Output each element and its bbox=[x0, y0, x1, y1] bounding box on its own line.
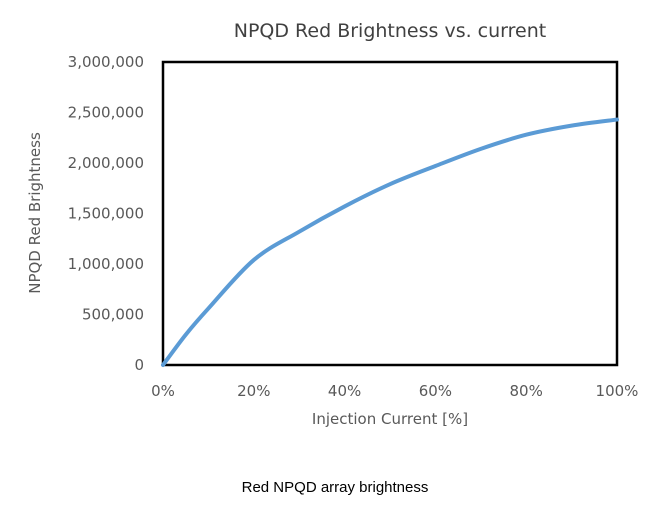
chart-svg: NPQD Red Brightness vs. current 0 500,000… bbox=[26, 20, 639, 428]
y-tick-label: 2,500,000 bbox=[68, 104, 144, 122]
x-tick-label: 0% bbox=[151, 382, 175, 400]
x-tick-label: 40% bbox=[328, 382, 361, 400]
y-axis-label: NPQD Red Brightness bbox=[26, 132, 44, 294]
x-tick-label: 60% bbox=[419, 382, 452, 400]
plot-frame bbox=[161, 60, 619, 367]
series-line bbox=[161, 117, 619, 367]
figure-caption: Red NPQD array brightness bbox=[241, 479, 429, 496]
y-tick-label: 0 bbox=[134, 356, 144, 374]
y-tick-label: 1,000,000 bbox=[68, 255, 144, 273]
x-tick-label: 20% bbox=[237, 382, 270, 400]
y-tick-label: 3,000,000 bbox=[68, 53, 144, 71]
x-axis-label: Injection Current [%] bbox=[312, 410, 468, 428]
y-tick-label: 1,500,000 bbox=[68, 205, 144, 223]
y-tick-label: 500,000 bbox=[82, 306, 144, 324]
chart-title: NPQD Red Brightness vs. current bbox=[234, 20, 546, 42]
y-tick-label: 2,000,000 bbox=[68, 154, 144, 172]
x-tick-label: 80% bbox=[510, 382, 543, 400]
x-tick-label: 100% bbox=[596, 382, 639, 400]
